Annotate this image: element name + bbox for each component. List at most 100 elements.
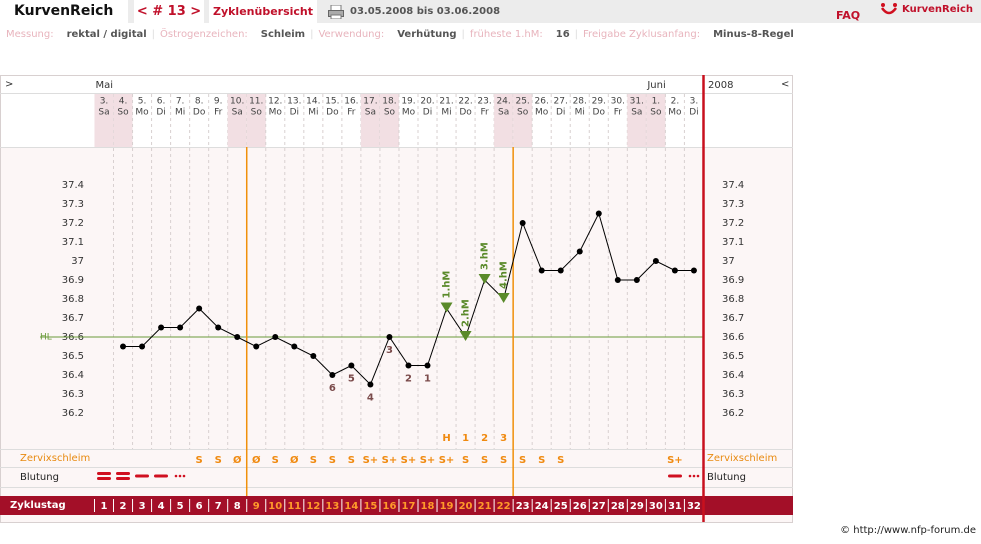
cycle-day: 2 [120,501,127,512]
print-icon[interactable] [328,5,344,19]
y-tick-label: 36.9 [62,275,84,286]
cervix-mark: S [329,455,336,466]
y-tick-label: 37.3 [62,199,84,210]
y-tick-label: 36.6 [722,332,744,343]
cycle-day: 18 [421,501,435,512]
low-count: 5 [348,374,355,385]
date-label: 23. [477,97,491,107]
cervix-label: Zervixschleim [707,453,777,464]
cycle-day: 30 [649,501,663,512]
date-label: 16. [344,97,358,107]
weekday-label: So [517,108,529,118]
peak-label: 3 [500,433,507,444]
cycle-day: 22 [497,501,511,512]
y-tick-label: 36.2 [722,408,744,419]
weekday-label: Di [556,108,565,118]
brand[interactable]: KurvenReich [0,0,128,23]
cervix-mark: S [272,455,279,466]
logo[interactable]: KurvenReich [902,4,974,15]
y-tick-label: 37 [722,256,735,267]
cervix-mark: S [215,455,222,466]
temperature-point [196,305,203,312]
date-label: 10. [230,97,244,107]
cervix-mark: S [557,455,564,466]
peak-label: 1 [462,433,469,444]
y-tick-label: 37.2 [62,218,84,229]
cycle-day: 31 [668,501,682,512]
temperature-point [139,343,146,350]
cervix-mark: S [481,455,488,466]
date-label: 25. [515,97,529,107]
faq-link[interactable]: FAQ [836,9,861,22]
cycle-day: 23 [516,501,530,512]
separator: | [461,29,465,40]
nav-right[interactable]: < [781,79,789,90]
cycle-day-label: Zyklustag [10,500,66,511]
temperature-point [424,362,431,369]
cycle-day: 24 [535,501,549,512]
temperature-point [671,267,678,274]
cycle-nav[interactable]: < # 13 > [134,0,204,23]
date-label: 15. [325,97,339,107]
period: 03.05.2008 bis 03.06.2008 [350,6,501,17]
y-tick-label: 36.4 [62,370,84,381]
cervix-label: Zervixschleim [20,453,90,464]
cervix-mark: S [538,455,545,466]
setting-value: rektal / digital [66,29,147,40]
high-marker-label: 1.hM [442,271,453,299]
temperature-point [177,324,184,331]
separator: | [310,29,314,40]
temperature-point [310,353,317,359]
cycle-day: 27 [592,501,606,512]
cervix-mark: S [500,455,507,466]
weekday-label: Mo [535,108,549,118]
temperature-point [253,343,260,350]
y-tick-label: 37.3 [722,199,744,210]
setting-label: früheste 1.hM: [469,29,543,40]
setting-value: 16 [555,29,570,40]
cycle-day: 15 [363,501,377,512]
weekday-label: Do [193,108,206,118]
weekend-shade [227,94,247,147]
weekday-label: Di [290,108,299,118]
nav-left[interactable]: > [5,79,13,90]
low-count: 1 [424,374,431,385]
date-label: 21. [439,97,453,107]
setting-value: Minus-8-Regel [713,29,794,40]
weekday-label: So [251,108,263,118]
cycle-day: 17 [402,501,416,512]
weekend-shade [94,94,114,147]
cycle-day-row [0,496,793,515]
high-marker [440,302,453,313]
cycle-day: 13 [325,501,339,512]
setting-value: Verhütung [397,29,457,40]
temperature-point [215,324,222,331]
weekday-label: So [384,108,396,118]
date-label: 13. [287,97,301,107]
weekday-label: Fr [480,108,489,118]
weekday-label: Do [459,108,472,118]
date-label: 30. [611,97,625,107]
cycle-day: 5 [177,501,184,512]
date-label: 28. [573,97,587,107]
low-count: 6 [329,383,336,394]
weekday-label: Di [156,108,165,118]
y-tick-label: 37 [71,256,84,267]
weekday-label: Do [326,108,339,118]
cycle-day: 6 [196,501,203,512]
date-label: 8. [195,97,204,107]
overview-tab[interactable]: Zyklenübersicht [209,0,317,23]
cycle-day: 7 [215,501,222,512]
low-count: 4 [367,393,374,404]
temperature-point [576,248,583,255]
weekend-shade [513,94,533,147]
cervix-mark: Ø [290,454,299,466]
month-label: Mai [95,80,113,91]
high-marker [497,293,510,303]
temperature-point [652,258,659,264]
date-label: 20. [420,97,434,107]
cycle-day: 11 [287,501,301,512]
temperature-point [633,277,640,283]
weekday-label: Di [423,108,432,118]
